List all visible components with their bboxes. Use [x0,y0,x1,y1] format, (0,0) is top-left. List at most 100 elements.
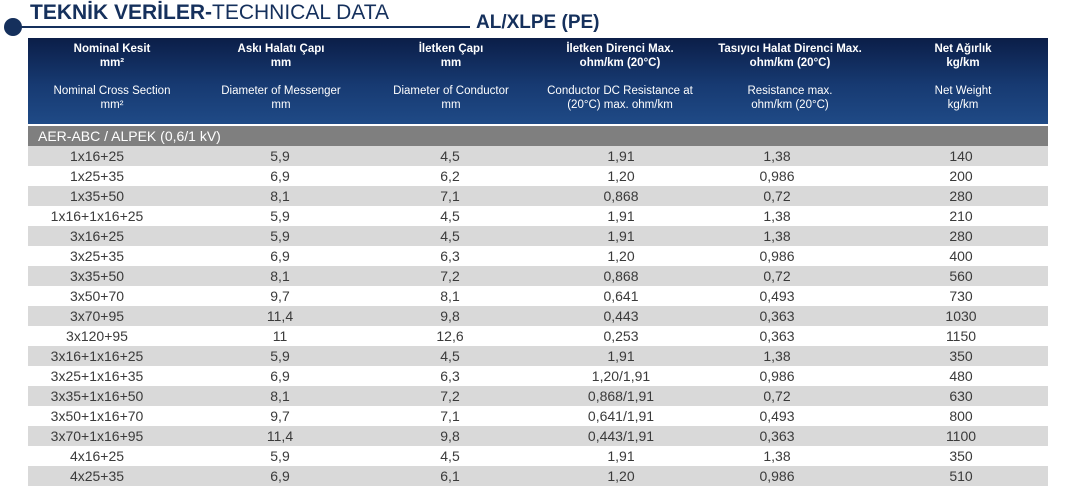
cell-cross-section: 1x35+50 [69,188,125,204]
title-underline [14,26,470,28]
header-en-unit: (20°C) max. ohm/km [567,99,673,111]
section-heading: AER-ABC / ALPEK (0,6/1 kV) [28,126,1048,146]
cell-net-weight: 1030 [945,308,977,324]
cell-conductor-resistance: 0,868 [603,188,639,204]
cell-messenger-diameter: 5,9 [270,228,290,244]
cell-net-weight: 1100 [945,428,977,444]
table-row: 1x16+25 5,9 4,5 1,91 1,38 140 [28,146,1048,166]
table-row: 3x35+1x16+50 8,1 7,2 0,868/1,91 0,72 630 [28,386,1048,406]
cell-cross-section: 4x25+35 [69,468,125,484]
cell-net-weight: 1150 [945,328,977,344]
cell-messenger-diameter: 11,4 [266,428,294,444]
header-tr-label: Nominal Kesit [73,43,151,55]
cell-messenger-resistance: 0,72 [763,188,791,204]
cell-conductor-diameter: 6,1 [440,468,460,484]
cell-conductor-diameter: 7,1 [440,408,460,424]
header-en-label: Net Weight [934,85,992,97]
table-row: 4x25+35 6,9 6,1 1,20 0,986 510 [28,466,1048,486]
cell-cross-section: 3x25+35 [69,248,125,264]
header-en-unit: mm [441,99,461,111]
cell-messenger-resistance: 0,493 [759,288,795,304]
cell-messenger-resistance: 0,363 [759,328,795,344]
cell-conductor-resistance: 1,91 [607,148,635,164]
table-row: 3x70+95 11,4 9,8 0,443 0,363 1030 [28,306,1048,326]
cell-conductor-diameter: 7,2 [440,268,460,284]
header-en-label: Conductor DC Resistance at [547,85,693,97]
header-tr-label: Net Ağırlık [934,43,992,55]
header-messenger-resistance: Tasıyıcı Halat Direnci Max. ohm/km (20°C)… [694,38,886,124]
cell-conductor-resistance: 0,443 [603,308,639,324]
header-en-unit: kg/km [947,99,979,111]
table-row: 3x50+70 9,7 8,1 0,641 0,493 730 [28,286,1048,306]
header-tr: Askı Halatı Çapı mm [196,42,366,70]
cell-conductor-resistance: 1,91 [607,448,635,464]
cell-messenger-diameter: 5,9 [270,208,290,224]
cell-messenger-resistance: 0,986 [759,368,795,384]
cell-messenger-resistance: 1,38 [763,448,791,464]
table-row: 3x70+1x16+95 11,4 9,8 0,443/1,91 0,363 1100 [28,426,1048,446]
cell-conductor-resistance: 1,20 [607,168,635,184]
cell-cross-section: 3x50+1x16+70 [50,408,144,424]
header-tr-unit: mm² [99,57,125,69]
cell-messenger-resistance: 0,986 [759,468,795,484]
header-conductor-resistance: İletken Direnci Max. ohm/km (20°C) Conduc… [536,38,704,124]
cell-conductor-resistance: 1,20 [607,248,635,264]
header-en-label: Nominal Cross Section [53,85,171,97]
section-label: AER-ABC / ALPEK (0,6/1 kV) [38,128,221,144]
table-row: 3x16+1x16+25 5,9 4,5 1,91 1,38 350 [28,346,1048,366]
cell-cross-section: 3x35+1x16+50 [50,388,144,404]
header-en-label: Resistance max. [747,85,833,97]
cell-messenger-resistance: 0,363 [759,308,795,324]
header-tr-unit: mm [440,57,462,69]
cell-messenger-diameter: 9,7 [270,408,290,424]
header-en: Nominal Cross Section mm² [28,84,196,112]
header-en-label: Diameter of Messenger [221,85,341,97]
cell-conductor-diameter: 4,5 [440,448,460,464]
header-conductor-diameter: İletken Çapı mm Diameter of Conductor mm [366,38,536,124]
page-title-light: TECHNICAL DATA [212,1,389,24]
header-tr-label: İletken Direnci Max. [566,43,674,55]
header-tr-unit: mm [270,57,292,69]
cell-messenger-diameter: 5,9 [270,448,290,464]
cell-conductor-resistance: 0,868/1,91 [587,388,655,404]
table-header: Nominal Kesit mm² Nominal Cross Section mm… [28,38,1048,124]
cell-net-weight: 800 [949,408,973,424]
cell-conductor-diameter: 6,3 [440,368,460,384]
page-title: TEKNİK VERİLER-TECHNICAL DATA [30,1,389,25]
cell-conductor-diameter: 7,1 [440,188,460,204]
cell-messenger-resistance: 1,38 [763,148,791,164]
cell-messenger-resistance: 0,72 [763,268,791,284]
header-tr: İletken Direnci Max. ohm/km (20°C) [536,42,704,70]
cell-net-weight: 280 [949,228,973,244]
header-tr: Tasıyıcı Halat Direnci Max. ohm/km (20°C) [694,42,886,70]
cell-messenger-resistance: 1,38 [763,228,791,244]
header-tr: İletken Çapı mm [366,42,536,70]
cell-conductor-diameter: 4,5 [440,228,460,244]
cell-conductor-diameter: 4,5 [440,208,460,224]
cell-messenger-diameter: 6,9 [270,248,290,264]
cell-conductor-diameter: 6,3 [440,248,460,264]
header-messenger-diameter: Askı Halatı Çapı mm Diameter of Messenger… [196,38,366,124]
cell-net-weight: 350 [949,448,973,464]
cell-conductor-resistance: 0,443/1,91 [587,428,655,444]
cell-conductor-resistance: 1,20 [607,468,635,484]
cell-messenger-resistance: 0,363 [759,428,795,444]
cell-conductor-resistance: 1,91 [607,208,635,224]
cell-messenger-diameter: 5,9 [270,148,290,164]
table-row: 1x35+50 8,1 7,1 0,868 0,72 280 [28,186,1048,206]
title-bar: TEKNİK VERİLER-TECHNICAL DATA AL/XLPE (P… [0,0,1074,38]
cell-conductor-resistance: 1,20/1,91 [591,368,651,384]
cell-messenger-resistance: 0,986 [759,248,795,264]
cell-net-weight: 480 [949,368,973,384]
header-en-unit: mm² [100,99,124,111]
cell-cross-section: 4x16+25 [69,448,125,464]
header-tr: Net Ağırlık kg/km [878,42,1048,70]
cell-messenger-resistance: 1,38 [763,208,791,224]
table-row: 3x50+1x16+70 9,7 7,1 0,641/1,91 0,493 800 [28,406,1048,426]
table-row: 4x16+25 5,9 4,5 1,91 1,38 350 [28,446,1048,466]
table-row: 1x25+35 6,9 6,2 1,20 0,986 200 [28,166,1048,186]
table-body: 1x16+25 5,9 4,5 1,91 1,38 140 1x25+35 6,9 6,2 1,2… [28,146,1048,486]
cell-net-weight: 350 [949,348,973,364]
cell-conductor-diameter: 4,5 [440,348,460,364]
cell-cross-section: 3x35+50 [69,268,125,284]
